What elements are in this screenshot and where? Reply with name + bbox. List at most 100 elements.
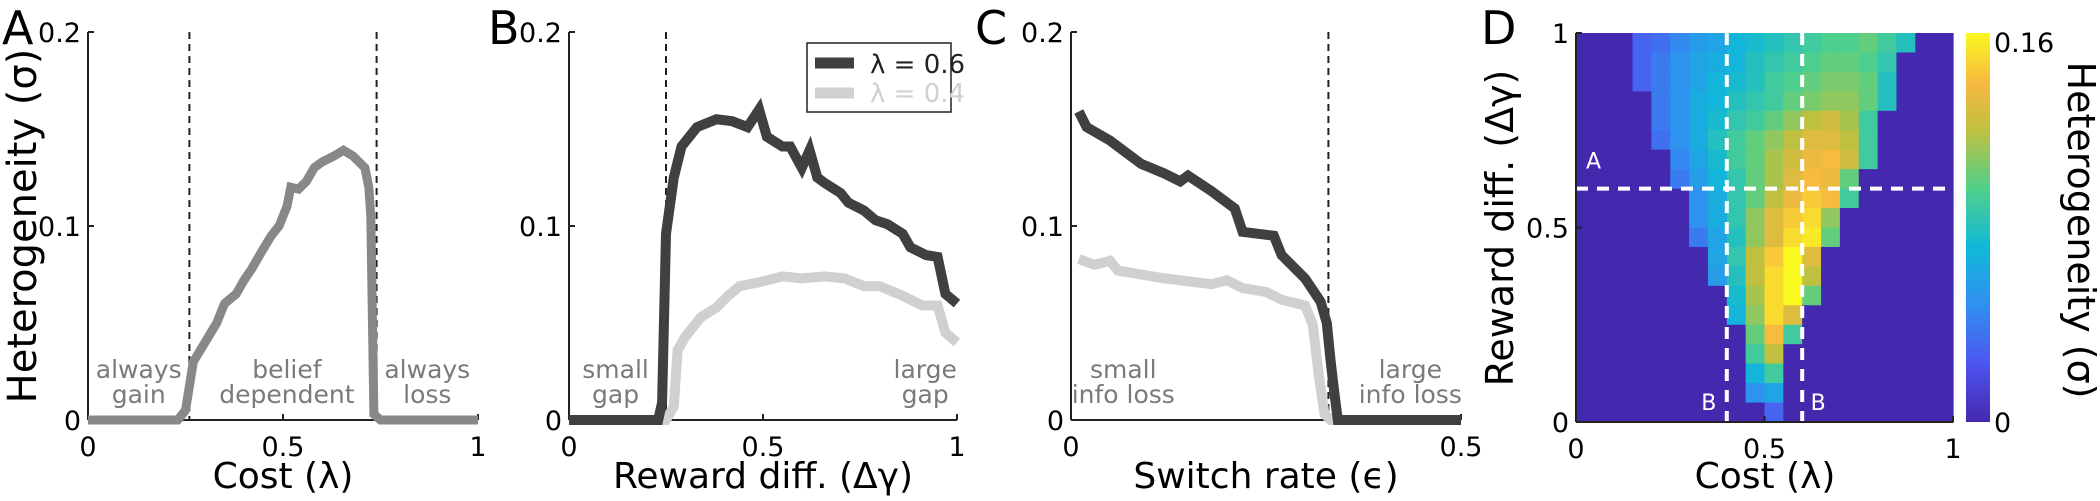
heatmap-cell (1576, 149, 1596, 170)
heatmap-cell (1632, 266, 1652, 287)
heatmap-cell (1821, 383, 1841, 404)
heatmap-cell (1915, 130, 1935, 151)
heatmap-cell (1670, 285, 1690, 306)
heatmap-cell (1821, 110, 1841, 131)
heatmap-cell (1651, 149, 1671, 170)
heatmap-cell (1651, 363, 1671, 384)
heatmap-cell (1821, 188, 1841, 209)
heatmap-cell (1783, 188, 1803, 209)
heatmap-cell (1934, 91, 1954, 112)
guide-label: B (1701, 391, 1716, 416)
heatmap-cell (1877, 130, 1898, 151)
heatmap-cell (1726, 110, 1747, 131)
heatmap-cell (1651, 227, 1671, 248)
heatmap-cell (1576, 344, 1596, 365)
heatmap-cell (1915, 91, 1935, 112)
heatmap-cell (1877, 285, 1898, 306)
heatmap-cell (1802, 285, 1822, 306)
heatmap-cell (1613, 363, 1634, 384)
y-tick-label: 0.1 (519, 212, 562, 243)
heatmap-cell (1726, 52, 1747, 73)
heatmap-cell (1576, 246, 1596, 267)
heatmap-cell (1594, 344, 1615, 365)
heatmap-cell (1839, 227, 1860, 248)
heatmap-cell (1839, 324, 1860, 345)
heatmap-cell (1821, 363, 1841, 384)
heatmap-cell (1896, 208, 1916, 229)
heatmap-cell (1726, 227, 1747, 248)
panel-c-marks: 0 0.5 0 0.1 0.2 small info loss large info loss (1021, 18, 1482, 463)
x-tick-label: 1 (469, 432, 486, 463)
x-tick-label: 0.5 (1440, 432, 1483, 463)
heatmap-cell (1689, 324, 1709, 345)
y-tick-label: 0.2 (38, 18, 81, 49)
heatmap-cell (1839, 208, 1860, 229)
heatmap-cell (1594, 52, 1615, 73)
heatmap-cell (1670, 246, 1690, 267)
heatmap-cell (1632, 33, 1652, 54)
panel-b-xlabel: Reward diff. (Δγ) (613, 456, 913, 497)
heatmap-cell (1764, 363, 1784, 384)
heatmap-cell (1632, 91, 1652, 112)
heatmap-cell (1783, 402, 1803, 423)
heatmap-cell (1764, 383, 1784, 404)
heatmap-cell (1839, 344, 1860, 365)
heatmap-cell (1934, 33, 1954, 54)
heatmap-cell (1745, 149, 1766, 170)
heatmap-cell (1915, 344, 1935, 365)
heatmap-cell (1651, 305, 1671, 326)
panel-b-marks: 0 0.5 1 0 0.1 0.2 small gap large gap (519, 18, 966, 463)
heatmap-cell (1764, 149, 1784, 170)
heatmap-cell (1576, 324, 1596, 345)
heatmap-cell (1670, 149, 1690, 170)
heatmap-cell (1896, 169, 1916, 190)
heatmap-cell (1689, 33, 1709, 54)
heatmap-cell (1613, 33, 1634, 54)
heatmap-cell (1896, 383, 1916, 404)
heatmap-cell (1839, 246, 1860, 267)
heatmap-cell (1613, 324, 1634, 345)
heatmap-cell (1689, 383, 1709, 404)
heatmap-cell (1783, 71, 1803, 92)
heatmap-cell (1839, 33, 1860, 54)
heatmap-cell (1896, 285, 1916, 306)
heatmap-cell (1613, 130, 1634, 151)
heatmap-cell (1915, 324, 1935, 345)
y-tick-label: 0 (64, 406, 81, 437)
heatmap-cell (1745, 208, 1766, 229)
heatmap-cell (1613, 91, 1634, 112)
heatmap-cell (1877, 52, 1898, 73)
y-tick-label: 0.2 (1021, 18, 1064, 49)
heatmap-cell (1576, 71, 1596, 92)
heatmap-cell (1576, 266, 1596, 287)
heatmap-cell (1576, 91, 1596, 112)
heatmap-cell (1764, 208, 1784, 229)
heatmap-cell (1651, 130, 1671, 151)
heatmap-cell (1594, 33, 1615, 54)
heatmap-cell (1745, 266, 1766, 287)
heatmap-cell (1858, 324, 1879, 345)
heatmap-cell (1821, 266, 1841, 287)
heatmap-cell (1764, 402, 1784, 423)
heatmap-cell (1726, 266, 1747, 287)
y-tick-label: 0.5 (1526, 214, 1569, 245)
heatmap-cell (1670, 383, 1690, 404)
panel-label-a: A (2, 1, 34, 55)
heatmap-cell (1745, 363, 1766, 384)
heatmap-cell (1613, 305, 1634, 326)
panel-d-marks: A B B 0 0.5 1 0 0.5 1 (1526, 19, 1962, 465)
heatmap-cell (1896, 305, 1916, 326)
heatmap-cell (1934, 110, 1954, 131)
heatmap-cell (1745, 246, 1766, 267)
heatmap-cell (1745, 324, 1766, 345)
heatmap-cell (1594, 363, 1615, 384)
heatmap-cell (1877, 169, 1898, 190)
heatmap-cell (1802, 149, 1822, 170)
heatmap-cell (1594, 130, 1615, 151)
heatmap-cell (1689, 246, 1709, 267)
heatmap-cell (1915, 227, 1935, 248)
region-annotation: always loss (384, 355, 470, 409)
legend-label-0: λ = 0.6 (870, 50, 965, 80)
heatmap-cell (1689, 110, 1709, 131)
heatmap-cell (1896, 91, 1916, 112)
